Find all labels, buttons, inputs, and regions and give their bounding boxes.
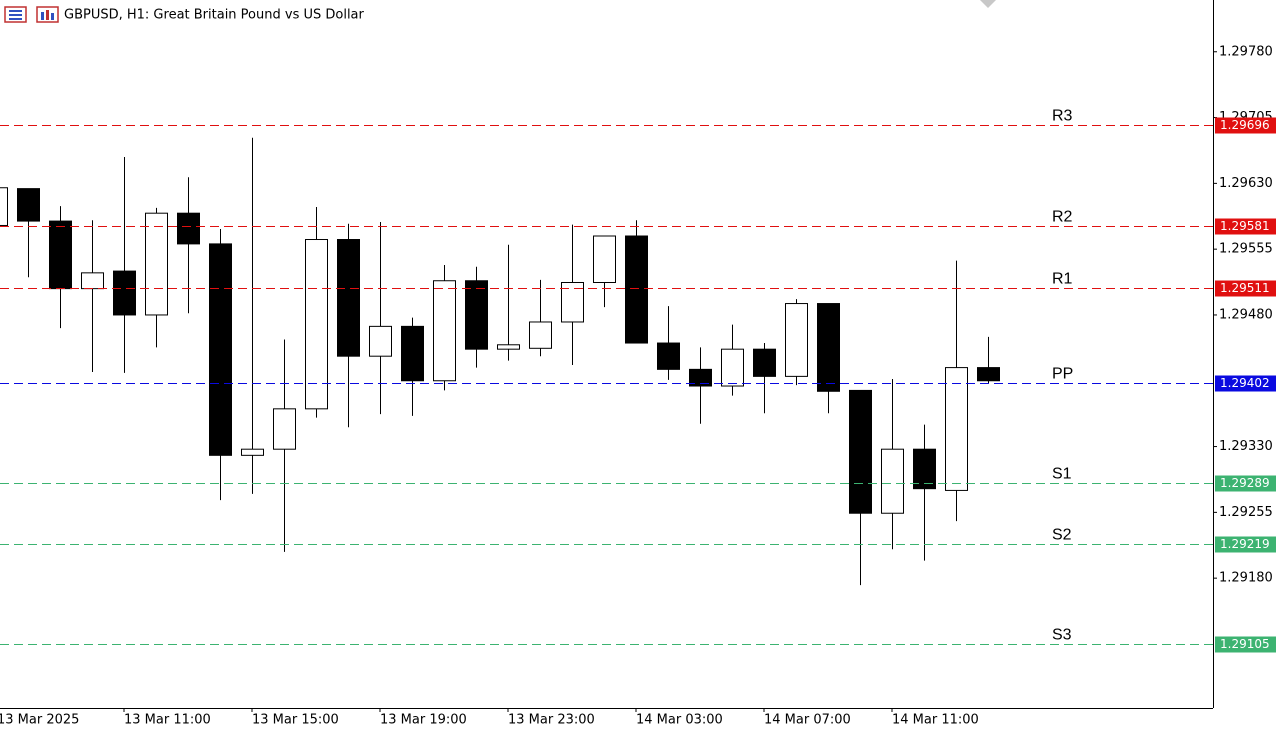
y-tick-label: 1.29780 [1219, 44, 1273, 59]
candle-body [497, 344, 520, 350]
pivot-label: PP [1052, 366, 1073, 383]
y-tick-label: 1.29480 [1219, 307, 1273, 322]
price-tag-label: 1.29219 [1220, 537, 1270, 551]
price-tag-label: 1.29289 [1220, 476, 1270, 490]
price-tag [1215, 218, 1276, 235]
y-tick-label: 1.29255 [1219, 505, 1273, 520]
price-tag [1215, 636, 1276, 653]
y-tick-label: 1.29180 [1219, 571, 1273, 586]
icon-bar [46, 10, 49, 20]
y-tick-label: 1.29630 [1219, 176, 1273, 191]
icon-bar [41, 12, 44, 20]
candle-body [593, 235, 616, 283]
candle-body [753, 348, 776, 377]
candle-body [913, 448, 936, 490]
candle-body [49, 220, 72, 290]
candle-body [337, 239, 360, 357]
pivot-label: R1 [1052, 271, 1073, 288]
shift-marker[interactable] [980, 0, 996, 8]
pivot-label: S2 [1052, 527, 1072, 544]
toolbar-icons [4, 6, 59, 23]
candle-body [209, 243, 232, 456]
candle-body [241, 448, 264, 456]
candle-body [369, 325, 392, 357]
candle-body [849, 389, 872, 514]
price-tag-label: 1.29402 [1220, 376, 1270, 390]
candle-body [529, 321, 552, 349]
candle-body [785, 303, 808, 377]
candle-body [817, 303, 840, 392]
candle-body [273, 408, 296, 450]
x-tick-label: 13 Mar 2025 [0, 713, 79, 728]
candle-body [881, 448, 904, 514]
candle-body [721, 348, 744, 387]
x-tick-label: 13 Mar 15:00 [252, 713, 339, 728]
candle-body [0, 187, 8, 226]
x-tick-label: 13 Mar 23:00 [508, 713, 595, 728]
x-tick-label: 14 Mar 07:00 [764, 713, 851, 728]
price-tag-label: 1.29581 [1220, 219, 1270, 233]
candle-body [689, 368, 712, 387]
candle-body [657, 342, 680, 370]
candle-body [465, 280, 488, 350]
pivot-label: S3 [1052, 627, 1072, 644]
candle-body [977, 367, 1000, 382]
candle-body [177, 212, 200, 245]
y-tick-label: 1.29555 [1219, 242, 1273, 257]
icon-bar [51, 13, 54, 20]
candle-body [17, 188, 40, 222]
candle-body [625, 235, 648, 344]
price-tag-label: 1.29105 [1220, 637, 1270, 651]
price-tag [1215, 117, 1276, 134]
x-tick-label: 13 Mar 19:00 [380, 713, 467, 728]
price-tag-label: 1.29511 [1220, 281, 1270, 295]
candle-body [145, 212, 168, 316]
price-tag [1215, 475, 1276, 492]
chart-title: GBPUSD, H1: Great Britain Pound vs US Do… [64, 8, 365, 23]
pivot-label: R2 [1052, 209, 1073, 226]
candle-body [401, 325, 424, 382]
pivot-label: S1 [1052, 466, 1072, 483]
candle-body [433, 280, 456, 382]
x-tick-label: 14 Mar 03:00 [636, 713, 723, 728]
candle-body [945, 367, 968, 491]
x-tick-label: 14 Mar 11:00 [892, 713, 979, 728]
y-tick-label: 1.29330 [1219, 439, 1273, 454]
price-tag [1215, 280, 1276, 297]
price-tag-label: 1.29696 [1220, 118, 1270, 132]
price-tag [1215, 375, 1276, 392]
candle-body [113, 270, 136, 316]
price-tag [1215, 536, 1276, 553]
candle-body [561, 281, 584, 323]
candle-body [305, 239, 328, 410]
x-tick-label: 13 Mar 11:00 [124, 713, 211, 728]
pivot-label: R3 [1052, 108, 1073, 125]
candle-body [81, 272, 104, 290]
